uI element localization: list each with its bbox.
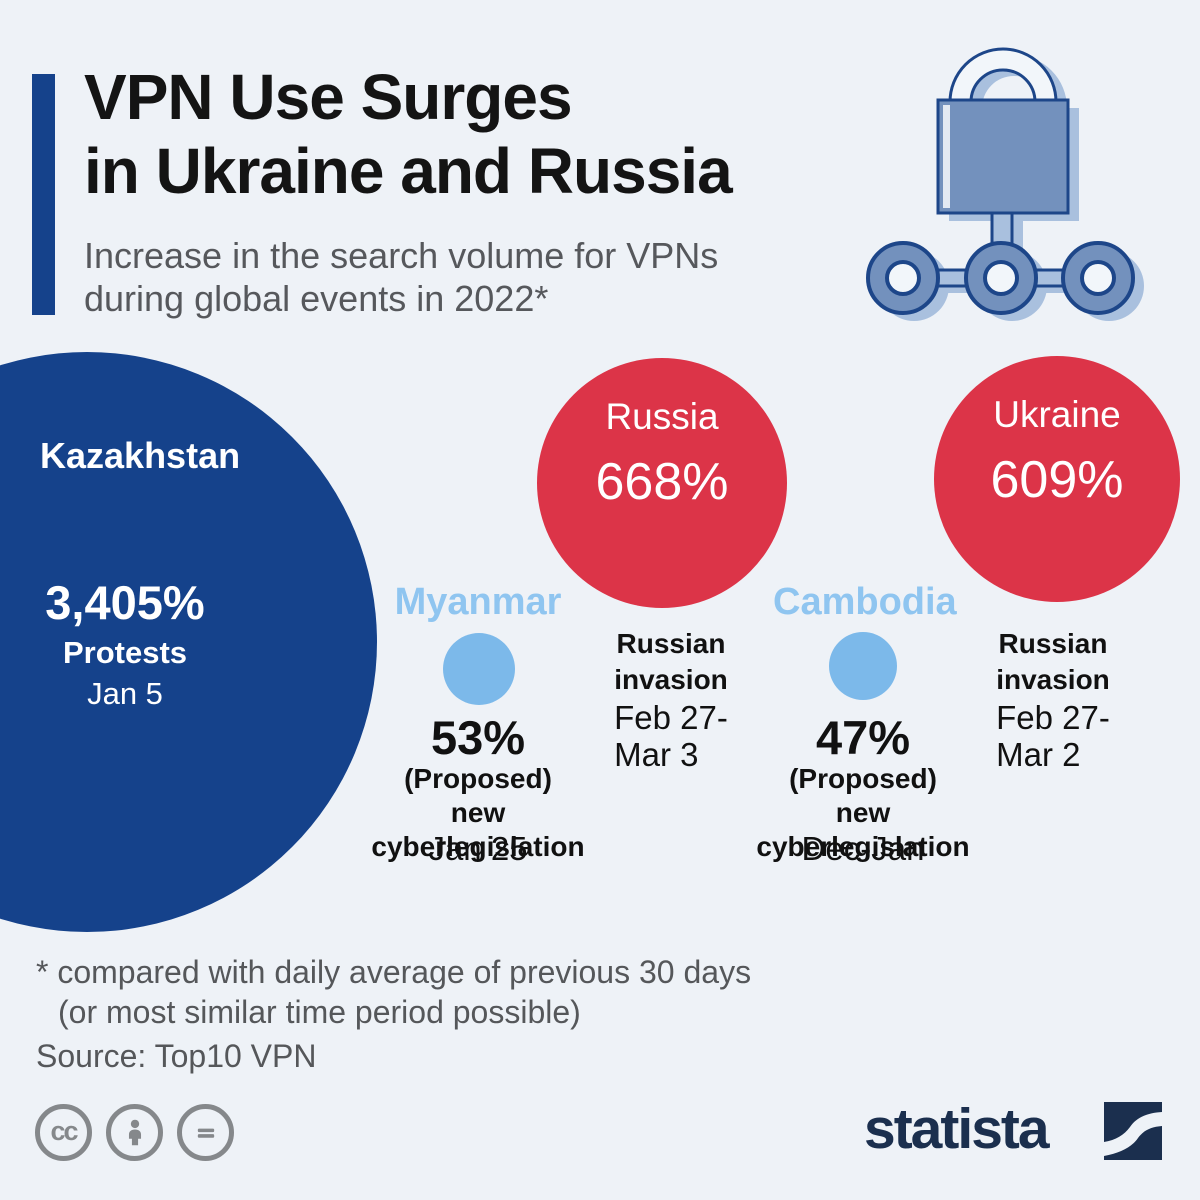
subtitle-line-2: during global events in 2022* [84, 278, 549, 319]
bubble-ukraine-value: 609% [990, 451, 1124, 509]
statista-logo: statista [864, 1097, 1050, 1161]
bubble-myanmar-country: Myanmar [394, 581, 562, 623]
bubble-cambodia-country: Cambodia [773, 581, 957, 623]
bubble-russia-dates: Feb 27- Mar 3 [614, 699, 728, 773]
cc-icon: cc [35, 1104, 92, 1161]
bubble-cambodia-event: (Proposed) new cyberlegislation [737, 762, 989, 864]
bubble-myanmar [443, 633, 515, 705]
bubble-russia-caption: Russian invasion Feb 27- Mar 3 [561, 626, 781, 773]
bubble-myanmar-event-line2: new cyberlegislation [371, 797, 585, 862]
title-accent-bar [32, 74, 55, 315]
bubble-ukraine-caption: Russian invasion Feb 27- Mar 2 [943, 626, 1163, 773]
bubble-cambodia-event-line2: new cyberlegislation [756, 797, 970, 862]
title-line-2: in Ukraine and Russia [84, 135, 733, 207]
bubble-ukraine: Ukraine 609% [934, 356, 1180, 602]
footnote-line-1: * compared with daily average of previou… [36, 954, 752, 990]
bubble-myanmar-date: Jan 25 [428, 830, 528, 867]
footnote-line-2: (or most similar time period possible) [58, 994, 581, 1030]
bubble-ukraine-country: Ukraine [993, 394, 1121, 435]
vpn-lock-network-icon [866, 47, 1144, 321]
bubble-cambodia-date: Dec-Jan [801, 830, 925, 867]
bubble-kazakhstan-value: 3,405% [45, 576, 205, 629]
page-subtitle: Increase in the search volume for VPNs d… [84, 234, 884, 320]
title-line-1: VPN Use Surges [84, 61, 573, 133]
bubble-myanmar-event-line1: (Proposed) [404, 763, 552, 794]
bubble-russia: Russia 668% [537, 358, 787, 608]
no-derivatives-icon [177, 1104, 234, 1161]
source-text: Source: Top10 VPN [36, 1038, 317, 1074]
bubble-russia-value: 668% [595, 453, 729, 511]
attribution-person-icon [106, 1104, 163, 1161]
bubble-kazakhstan-event: Protests [62, 635, 188, 670]
bubble-russia-country: Russia [605, 396, 719, 437]
bubble-kazakhstan-country: Kazakhstan [40, 435, 241, 476]
bubble-kazakhstan-date: Jan 5 [87, 676, 163, 711]
bubble-cambodia-value: 47% [815, 711, 911, 764]
bubble-russia-date-line2: Mar 3 [614, 736, 699, 773]
bubble-kazakhstan-stats: 3,405% Protests Jan 5 [15, 574, 235, 714]
bubble-ukraine-dates: Feb 27- Mar 2 [996, 699, 1110, 773]
bubble-cambodia [829, 632, 897, 700]
page-title: VPN Use Surges in Ukraine and Russia [84, 60, 884, 208]
bubble-ukraine-event: Russian invasion [996, 628, 1110, 695]
cc-icon-text: cc [50, 1115, 78, 1146]
bubble-ukraine-date-line1: Feb 27- [996, 699, 1110, 736]
license-icons: cc [35, 1104, 234, 1161]
bubble-russia-date-line1: Feb 27- [614, 699, 728, 736]
footnote: * compared with daily average of previou… [36, 952, 936, 1076]
subtitle-line-1: Increase in the search volume for VPNs [84, 235, 719, 276]
bubble-myanmar-value: 53% [430, 711, 526, 764]
bubble-cambodia-event-line1: (Proposed) [789, 763, 937, 794]
bubble-russia-event: Russian invasion [614, 628, 728, 695]
statista-logo-mark [1104, 1102, 1162, 1160]
bubble-myanmar-event: (Proposed) new cyberlegislation [352, 762, 604, 864]
bubble-ukraine-date-line2: Mar 2 [996, 736, 1081, 773]
